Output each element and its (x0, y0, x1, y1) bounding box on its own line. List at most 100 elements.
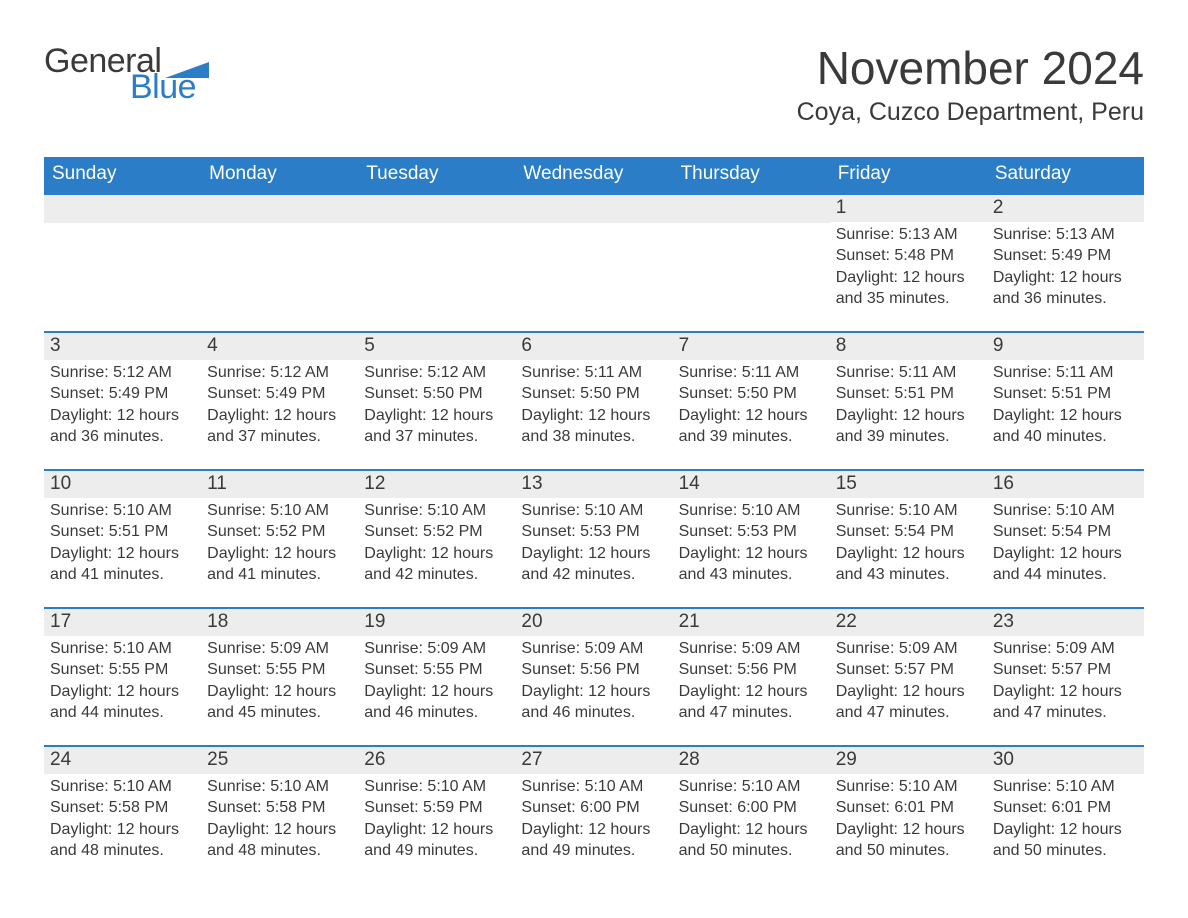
day-number: 30 (987, 747, 1144, 774)
sunrise-line: Sunrise: 5:10 AM (50, 500, 195, 521)
sunset-line: Sunset: 5:52 PM (207, 521, 352, 542)
daylight-line: Daylight: 12 hours and 42 minutes. (521, 543, 666, 585)
sunset-line: Sunset: 5:55 PM (207, 659, 352, 680)
daylight-line: Daylight: 12 hours and 39 minutes. (679, 405, 824, 447)
sunrise-line: Sunrise: 5:10 AM (207, 500, 352, 521)
sunrise-line: Sunrise: 5:10 AM (521, 500, 666, 521)
day-details: Sunrise: 5:10 AMSunset: 5:54 PMDaylight:… (830, 498, 987, 590)
day-number: 1 (830, 195, 987, 222)
sunrise-line: Sunrise: 5:09 AM (521, 638, 666, 659)
day-details: Sunrise: 5:12 AMSunset: 5:49 PMDaylight:… (201, 360, 358, 452)
sunrise-line: Sunrise: 5:12 AM (364, 362, 509, 383)
daylight-line: Daylight: 12 hours and 47 minutes. (679, 681, 824, 723)
day-number: 23 (987, 609, 1144, 636)
sunrise-line: Sunrise: 5:10 AM (364, 500, 509, 521)
sunset-line: Sunset: 5:50 PM (521, 383, 666, 404)
day-details: Sunrise: 5:11 AMSunset: 5:50 PMDaylight:… (673, 360, 830, 452)
day-number: 12 (358, 471, 515, 498)
day-details: Sunrise: 5:10 AMSunset: 5:51 PMDaylight:… (44, 498, 201, 590)
sunrise-line: Sunrise: 5:11 AM (836, 362, 981, 383)
sunset-line: Sunset: 5:53 PM (521, 521, 666, 542)
calendar-day-cell: 6Sunrise: 5:11 AMSunset: 5:50 PMDaylight… (515, 332, 672, 470)
sunset-line: Sunset: 5:57 PM (836, 659, 981, 680)
day-details: Sunrise: 5:12 AMSunset: 5:50 PMDaylight:… (358, 360, 515, 452)
sunset-line: Sunset: 5:55 PM (364, 659, 509, 680)
day-details: Sunrise: 5:10 AMSunset: 6:01 PMDaylight:… (830, 774, 987, 866)
calendar-day-cell: 16Sunrise: 5:10 AMSunset: 5:54 PMDayligh… (987, 470, 1144, 608)
day-details: Sunrise: 5:10 AMSunset: 5:58 PMDaylight:… (44, 774, 201, 866)
daylight-line: Daylight: 12 hours and 47 minutes. (836, 681, 981, 723)
day-number: 18 (201, 609, 358, 636)
calendar-day-cell: 27Sunrise: 5:10 AMSunset: 6:00 PMDayligh… (515, 746, 672, 884)
day-details: Sunrise: 5:10 AMSunset: 5:55 PMDaylight:… (44, 636, 201, 728)
sunrise-line: Sunrise: 5:10 AM (836, 500, 981, 521)
weekday-header: Friday (830, 157, 987, 194)
daylight-line: Daylight: 12 hours and 41 minutes. (50, 543, 195, 585)
calendar-day-cell: 7Sunrise: 5:11 AMSunset: 5:50 PMDaylight… (673, 332, 830, 470)
daylight-line: Daylight: 12 hours and 50 minutes. (679, 819, 824, 861)
sunset-line: Sunset: 5:48 PM (836, 245, 981, 266)
calendar-day-cell (515, 194, 672, 332)
daylight-line: Daylight: 12 hours and 44 minutes. (993, 543, 1138, 585)
day-number: 3 (44, 333, 201, 360)
sunrise-line: Sunrise: 5:10 AM (836, 776, 981, 797)
sunset-line: Sunset: 5:56 PM (521, 659, 666, 680)
header-bar: General Blue November 2024 Coya, Cuzco D… (44, 44, 1144, 127)
sunset-line: Sunset: 5:52 PM (364, 521, 509, 542)
daylight-line: Daylight: 12 hours and 50 minutes. (993, 819, 1138, 861)
day-number: 27 (515, 747, 672, 774)
calendar-day-cell: 26Sunrise: 5:10 AMSunset: 5:59 PMDayligh… (358, 746, 515, 884)
sunset-line: Sunset: 5:51 PM (50, 521, 195, 542)
sunset-line: Sunset: 5:50 PM (364, 383, 509, 404)
calendar-day-cell: 28Sunrise: 5:10 AMSunset: 6:00 PMDayligh… (673, 746, 830, 884)
daylight-line: Daylight: 12 hours and 49 minutes. (521, 819, 666, 861)
calendar-day-cell: 21Sunrise: 5:09 AMSunset: 5:56 PMDayligh… (673, 608, 830, 746)
sunrise-line: Sunrise: 5:10 AM (521, 776, 666, 797)
calendar-day-cell: 5Sunrise: 5:12 AMSunset: 5:50 PMDaylight… (358, 332, 515, 470)
sunrise-line: Sunrise: 5:11 AM (993, 362, 1138, 383)
day-number (515, 195, 672, 223)
calendar-day-cell (673, 194, 830, 332)
day-number: 29 (830, 747, 987, 774)
title-block: November 2024 Coya, Cuzco Department, Pe… (797, 44, 1144, 127)
weekday-header: Thursday (673, 157, 830, 194)
calendar-day-cell: 23Sunrise: 5:09 AMSunset: 5:57 PMDayligh… (987, 608, 1144, 746)
sunrise-line: Sunrise: 5:12 AM (207, 362, 352, 383)
day-number: 26 (358, 747, 515, 774)
sunrise-line: Sunrise: 5:10 AM (364, 776, 509, 797)
calendar-day-cell: 11Sunrise: 5:10 AMSunset: 5:52 PMDayligh… (201, 470, 358, 608)
day-number: 22 (830, 609, 987, 636)
day-number: 4 (201, 333, 358, 360)
calendar-day-cell: 22Sunrise: 5:09 AMSunset: 5:57 PMDayligh… (830, 608, 987, 746)
day-details: Sunrise: 5:13 AMSunset: 5:49 PMDaylight:… (987, 222, 1144, 314)
day-number: 14 (673, 471, 830, 498)
sunset-line: Sunset: 5:58 PM (207, 797, 352, 818)
daylight-line: Daylight: 12 hours and 46 minutes. (364, 681, 509, 723)
sunrise-line: Sunrise: 5:09 AM (364, 638, 509, 659)
day-number: 8 (830, 333, 987, 360)
sunrise-line: Sunrise: 5:09 AM (207, 638, 352, 659)
calendar-day-cell: 10Sunrise: 5:10 AMSunset: 5:51 PMDayligh… (44, 470, 201, 608)
calendar-day-cell: 9Sunrise: 5:11 AMSunset: 5:51 PMDaylight… (987, 332, 1144, 470)
weekday-header: Tuesday (358, 157, 515, 194)
month-title: November 2024 (797, 44, 1144, 92)
day-number: 15 (830, 471, 987, 498)
day-number: 9 (987, 333, 1144, 360)
calendar-day-cell (201, 194, 358, 332)
calendar-body: 1Sunrise: 5:13 AMSunset: 5:48 PMDaylight… (44, 194, 1144, 884)
calendar-day-cell (358, 194, 515, 332)
day-number (201, 195, 358, 223)
daylight-line: Daylight: 12 hours and 46 minutes. (521, 681, 666, 723)
daylight-line: Daylight: 12 hours and 43 minutes. (679, 543, 824, 585)
calendar-day-cell: 15Sunrise: 5:10 AMSunset: 5:54 PMDayligh… (830, 470, 987, 608)
sunset-line: Sunset: 5:50 PM (679, 383, 824, 404)
daylight-line: Daylight: 12 hours and 43 minutes. (836, 543, 981, 585)
daylight-line: Daylight: 12 hours and 45 minutes. (207, 681, 352, 723)
sunrise-line: Sunrise: 5:10 AM (207, 776, 352, 797)
calendar-day-cell: 18Sunrise: 5:09 AMSunset: 5:55 PMDayligh… (201, 608, 358, 746)
sunrise-line: Sunrise: 5:13 AM (993, 224, 1138, 245)
day-details: Sunrise: 5:10 AMSunset: 5:52 PMDaylight:… (358, 498, 515, 590)
calendar-week-row: 17Sunrise: 5:10 AMSunset: 5:55 PMDayligh… (44, 608, 1144, 746)
sunrise-line: Sunrise: 5:13 AM (836, 224, 981, 245)
sunrise-line: Sunrise: 5:11 AM (679, 362, 824, 383)
